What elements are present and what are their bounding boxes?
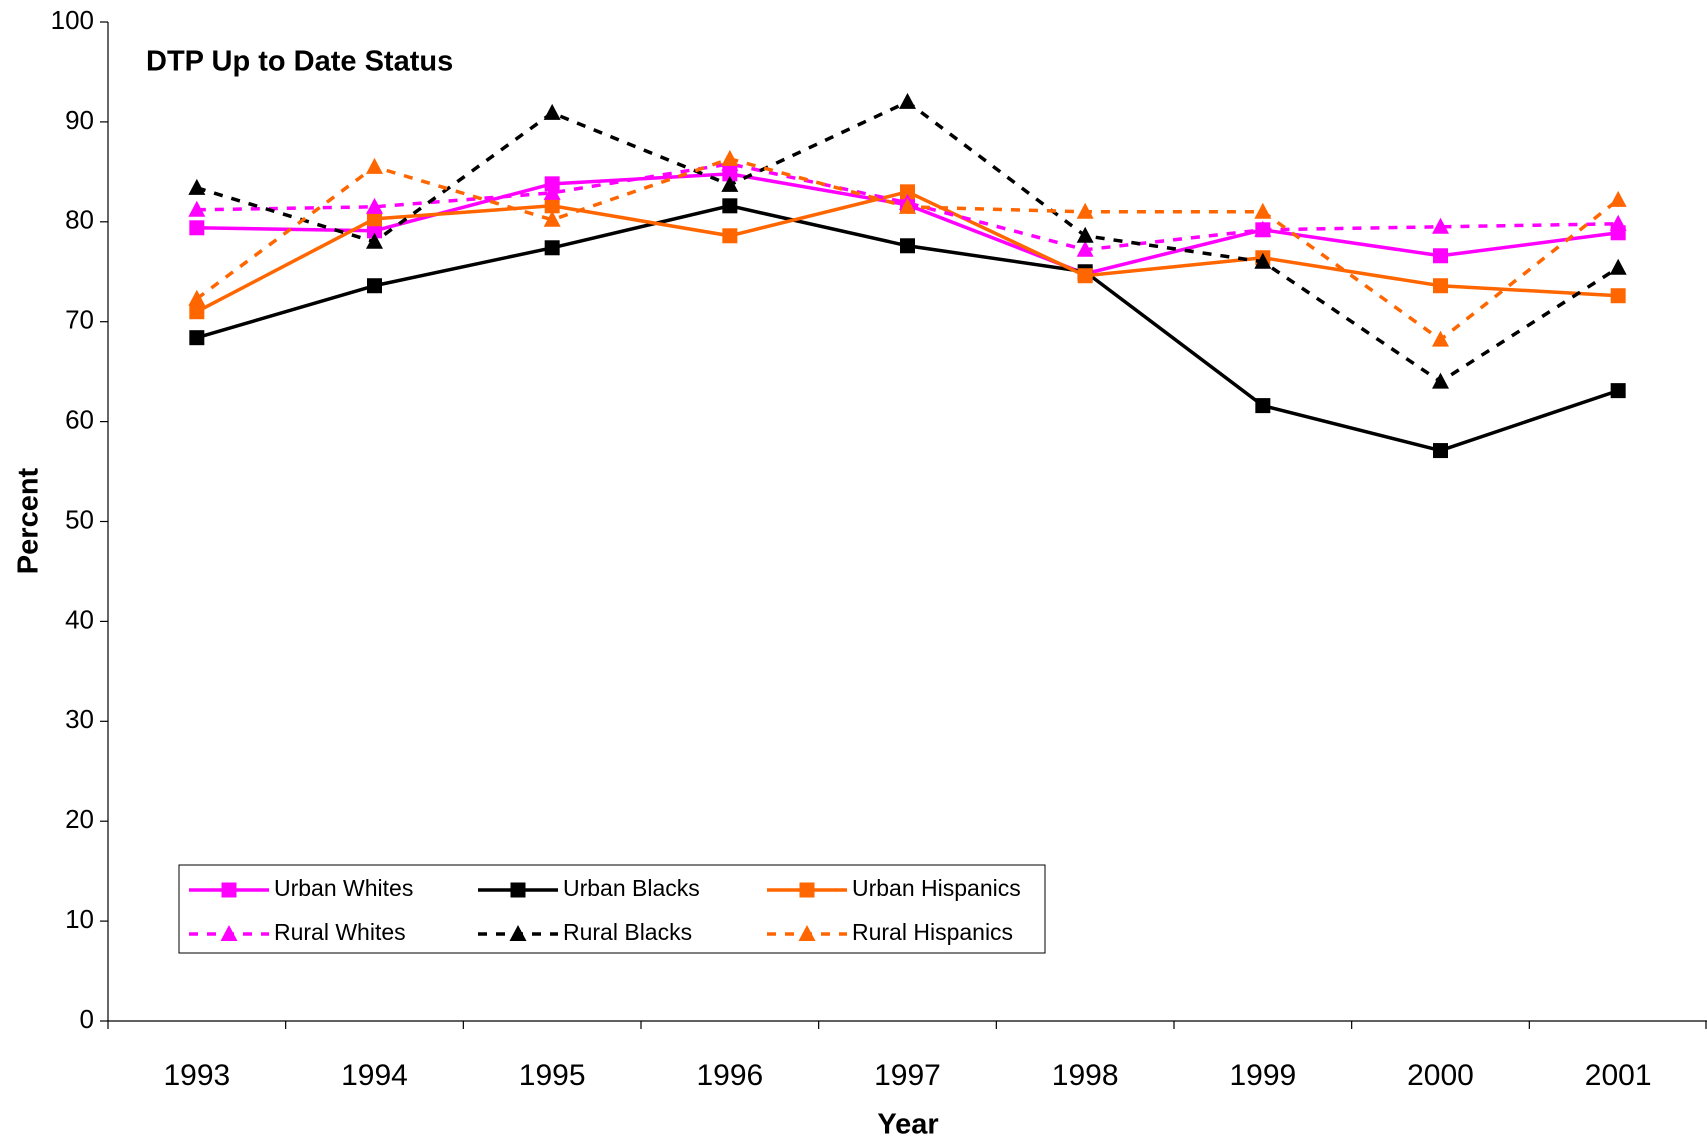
x-tick-label: 2001 <box>1585 1059 1652 1092</box>
data-point <box>1076 226 1094 243</box>
y-axis-label: Percent <box>13 467 45 574</box>
y-tick-label: 70 <box>65 305 94 335</box>
series-line <box>196 162 1619 252</box>
y-tick-label: 80 <box>65 205 94 235</box>
data-point <box>543 210 561 227</box>
data-point <box>366 197 383 214</box>
data-point <box>367 278 382 294</box>
data-point <box>1609 258 1627 275</box>
data-point <box>1433 248 1448 264</box>
data-point <box>188 178 206 195</box>
x-tick-label: 1996 <box>696 1059 763 1092</box>
data-point <box>1255 398 1271 414</box>
data-point <box>1254 202 1272 219</box>
y-tick-label: 10 <box>65 904 94 934</box>
data-point <box>721 175 739 192</box>
x-tick-label: 1997 <box>874 1059 941 1092</box>
y-tick-label: 60 <box>65 404 94 434</box>
data-point <box>1609 214 1627 231</box>
data-point <box>1432 372 1449 389</box>
legend-marker <box>221 882 237 898</box>
y-tick-label: 40 <box>65 604 94 634</box>
data-point <box>189 220 205 236</box>
data-point <box>899 197 916 214</box>
data-point <box>543 103 561 120</box>
data-point <box>188 289 206 306</box>
data-point <box>1254 220 1272 237</box>
legend-marker <box>220 925 238 941</box>
y-tick-label: 90 <box>65 105 94 135</box>
legend-marker <box>510 882 526 898</box>
data-point <box>721 149 739 166</box>
data-point <box>722 228 738 244</box>
data-point <box>189 304 205 320</box>
x-tick-label: 1995 <box>519 1059 586 1092</box>
data-point <box>900 238 915 254</box>
data-point <box>1610 288 1626 304</box>
chart-title: DTP Up to Date Status <box>146 46 453 78</box>
data-point <box>189 330 205 346</box>
data-point <box>544 240 560 256</box>
data-point <box>1076 202 1094 219</box>
data-point <box>188 200 206 217</box>
legend-marker <box>799 882 815 898</box>
data-point <box>1432 217 1449 234</box>
data-point <box>366 157 383 174</box>
x-tick-label: 1999 <box>1229 1059 1296 1092</box>
data-point <box>366 232 383 249</box>
data-point <box>367 211 382 227</box>
data-point <box>367 223 382 239</box>
data-point <box>1610 383 1626 399</box>
y-tick-label: 20 <box>65 804 94 834</box>
legend-label: Urban Whites <box>274 875 413 901</box>
y-tick-label: 50 <box>65 504 94 534</box>
data-point <box>544 198 560 214</box>
data-point <box>1432 330 1449 347</box>
y-tick-label: 100 <box>51 5 94 35</box>
legend-label: Urban Hispanics <box>852 875 1021 901</box>
legend-label: Rural Blacks <box>563 919 692 945</box>
data-point <box>1609 190 1627 207</box>
x-tick-label: 1994 <box>341 1059 408 1092</box>
y-tick-label: 0 <box>80 1004 94 1034</box>
x-axis-label: Year <box>877 1109 938 1141</box>
data-point <box>1433 443 1448 459</box>
data-point <box>900 184 915 200</box>
legend-label: Rural Whites <box>274 919 406 945</box>
legend <box>178 864 1046 954</box>
legend-label: Rural Hispanics <box>852 919 1013 945</box>
y-tick-label: 30 <box>65 704 94 734</box>
data-point <box>1076 240 1094 257</box>
data-point <box>543 183 561 200</box>
legend-label: Urban Blacks <box>563 875 700 901</box>
x-tick-label: 1993 <box>163 1059 230 1092</box>
legend-marker <box>798 925 816 941</box>
x-tick-label: 1998 <box>1052 1059 1119 1092</box>
data-point <box>1433 278 1448 294</box>
data-point <box>899 92 916 109</box>
legend-marker <box>509 925 527 941</box>
data-point <box>1254 252 1272 269</box>
data-point <box>722 198 738 214</box>
x-tick-label: 2000 <box>1407 1059 1474 1092</box>
data-point <box>1077 268 1093 284</box>
